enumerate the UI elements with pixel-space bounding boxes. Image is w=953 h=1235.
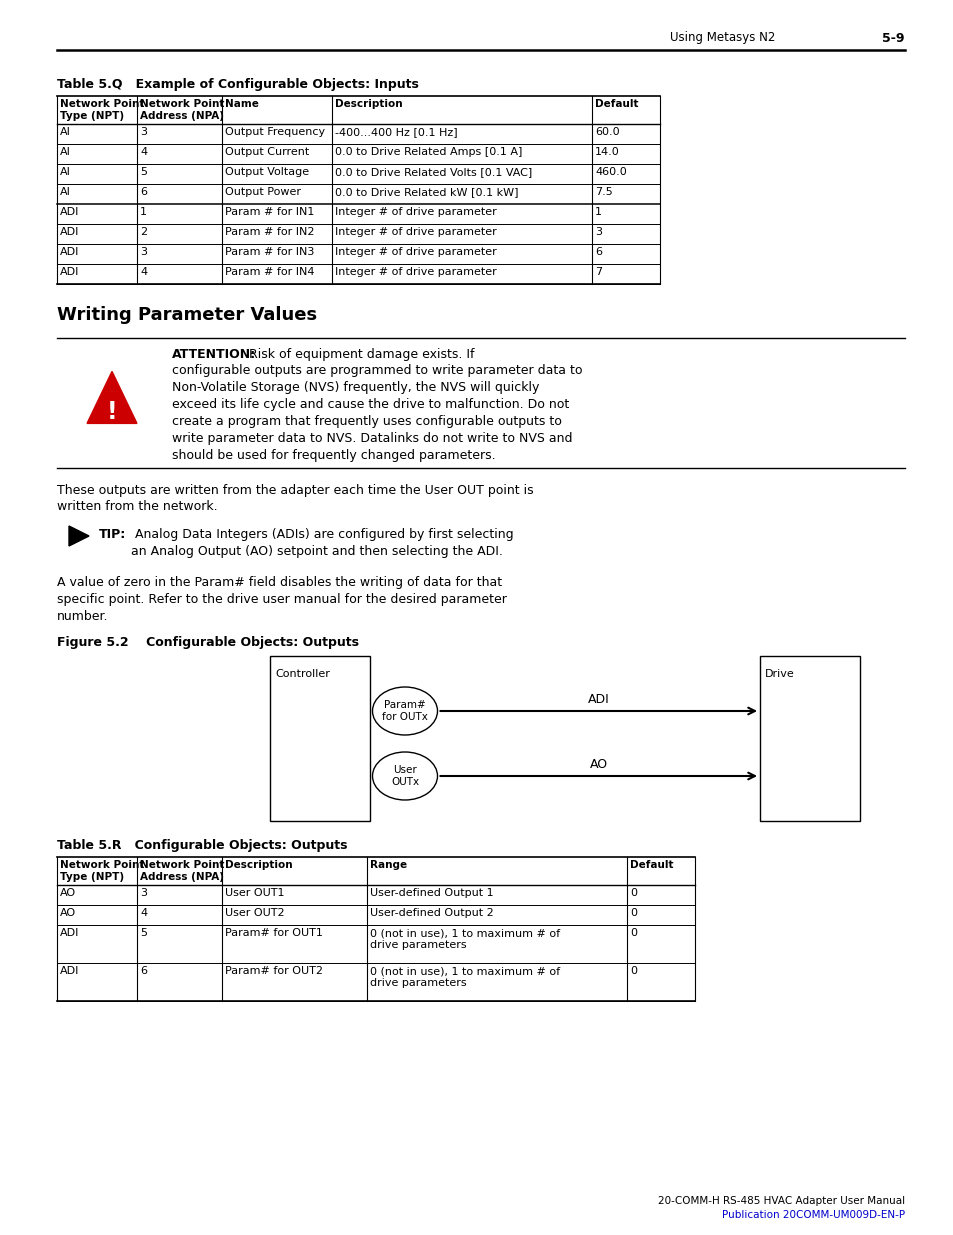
- Text: Name: Name: [225, 99, 258, 109]
- Text: Output Power: Output Power: [225, 186, 301, 198]
- Text: 0 (not in use), 1 to maximum # of
drive parameters: 0 (not in use), 1 to maximum # of drive …: [370, 927, 559, 950]
- Text: configurable outputs are programmed to write parameter data to
Non-Volatile Stor: configurable outputs are programmed to w…: [172, 364, 582, 462]
- Text: AO: AO: [60, 908, 76, 918]
- Ellipse shape: [372, 687, 437, 735]
- Text: User
OUTx: User OUTx: [391, 766, 418, 787]
- Text: ADI: ADI: [60, 227, 79, 237]
- Text: Writing Parameter Values: Writing Parameter Values: [57, 306, 316, 324]
- Text: 60.0: 60.0: [595, 127, 619, 137]
- Text: AO: AO: [589, 758, 607, 771]
- Text: User-defined Output 2: User-defined Output 2: [370, 908, 494, 918]
- Text: Analog Data Integers (ADIs) are configured by first selecting
an Analog Output (: Analog Data Integers (ADIs) are configur…: [131, 529, 513, 558]
- Text: 20-COMM-H RS-485 HVAC Adapter User Manual: 20-COMM-H RS-485 HVAC Adapter User Manua…: [658, 1195, 904, 1207]
- Text: 3: 3: [140, 247, 147, 257]
- Text: Network Point
Address (NPA): Network Point Address (NPA): [140, 99, 224, 121]
- Text: Param # for IN2: Param # for IN2: [225, 227, 314, 237]
- Text: Integer # of drive parameter: Integer # of drive parameter: [335, 227, 497, 237]
- Text: ADI: ADI: [60, 207, 79, 217]
- Text: 4: 4: [140, 147, 147, 157]
- Text: ADI: ADI: [60, 927, 79, 939]
- Bar: [760, 656, 859, 821]
- Text: ADI: ADI: [60, 966, 79, 976]
- Polygon shape: [87, 372, 137, 424]
- Text: 3: 3: [140, 888, 147, 898]
- Text: Integer # of drive parameter: Integer # of drive parameter: [335, 207, 497, 217]
- Text: 6: 6: [140, 186, 147, 198]
- Text: 1: 1: [140, 207, 147, 217]
- Text: 2: 2: [140, 227, 147, 237]
- Text: Output Current: Output Current: [225, 147, 309, 157]
- Text: AI: AI: [60, 167, 71, 177]
- Text: 0: 0: [629, 908, 637, 918]
- Text: 1: 1: [595, 207, 601, 217]
- Text: User OUT1: User OUT1: [225, 888, 284, 898]
- Text: Network Point
Type (NPT): Network Point Type (NPT): [60, 860, 144, 882]
- Text: 14.0: 14.0: [595, 147, 619, 157]
- Text: A value of zero in the Param# field disables the writing of data for that
specif: A value of zero in the Param# field disa…: [57, 576, 506, 622]
- Text: 460.0: 460.0: [595, 167, 626, 177]
- Text: !: !: [107, 400, 117, 424]
- Text: AI: AI: [60, 186, 71, 198]
- Text: 6: 6: [140, 966, 147, 976]
- Bar: [270, 656, 370, 821]
- Text: Integer # of drive parameter: Integer # of drive parameter: [335, 247, 497, 257]
- Text: 0.0 to Drive Related Amps [0.1 A]: 0.0 to Drive Related Amps [0.1 A]: [335, 147, 522, 157]
- Text: 5: 5: [140, 927, 147, 939]
- Text: Param # for IN1: Param # for IN1: [225, 207, 314, 217]
- Text: 0: 0: [629, 966, 637, 976]
- Text: Table 5.Q   Example of Configurable Objects: Inputs: Table 5.Q Example of Configurable Object…: [57, 78, 418, 91]
- Text: Range: Range: [370, 860, 407, 869]
- Text: 0: 0: [629, 888, 637, 898]
- Text: Param# for OUT2: Param# for OUT2: [225, 966, 323, 976]
- Text: ADI: ADI: [60, 247, 79, 257]
- Text: AI: AI: [60, 127, 71, 137]
- Text: Param#
for OUTx: Param# for OUTx: [381, 700, 428, 721]
- Text: Output Frequency: Output Frequency: [225, 127, 325, 137]
- Text: written from the network.: written from the network.: [57, 500, 217, 513]
- Text: AO: AO: [60, 888, 76, 898]
- Polygon shape: [69, 526, 89, 546]
- Text: Default: Default: [595, 99, 638, 109]
- Text: Table 5.R   Configurable Objects: Outputs: Table 5.R Configurable Objects: Outputs: [57, 839, 347, 852]
- Text: Risk of equipment damage exists. If: Risk of equipment damage exists. If: [245, 348, 474, 361]
- Text: Network Point
Address (NPA): Network Point Address (NPA): [140, 860, 224, 882]
- Text: Integer # of drive parameter: Integer # of drive parameter: [335, 267, 497, 277]
- Text: 7: 7: [595, 267, 601, 277]
- Ellipse shape: [372, 752, 437, 800]
- Text: TIP:: TIP:: [99, 529, 126, 541]
- Text: 3: 3: [140, 127, 147, 137]
- Text: Param # for IN3: Param # for IN3: [225, 247, 314, 257]
- Text: AI: AI: [60, 147, 71, 157]
- Text: ADI: ADI: [587, 693, 609, 706]
- Text: 5-9: 5-9: [882, 32, 903, 44]
- Text: These outputs are written from the adapter each time the User OUT point is: These outputs are written from the adapt…: [57, 484, 533, 496]
- Text: Default: Default: [629, 860, 673, 869]
- Text: 0: 0: [629, 927, 637, 939]
- Text: Output Voltage: Output Voltage: [225, 167, 309, 177]
- Text: Description: Description: [335, 99, 402, 109]
- Text: 0 (not in use), 1 to maximum # of
drive parameters: 0 (not in use), 1 to maximum # of drive …: [370, 966, 559, 988]
- Text: 4: 4: [140, 908, 147, 918]
- Text: Drive: Drive: [764, 669, 794, 679]
- Text: 0.0 to Drive Related kW [0.1 kW]: 0.0 to Drive Related kW [0.1 kW]: [335, 186, 518, 198]
- Text: 4: 4: [140, 267, 147, 277]
- Text: 5: 5: [140, 167, 147, 177]
- Text: Network Point
Type (NPT): Network Point Type (NPT): [60, 99, 144, 121]
- Text: Figure 5.2    Configurable Objects: Outputs: Figure 5.2 Configurable Objects: Outputs: [57, 636, 358, 650]
- Text: Description: Description: [225, 860, 293, 869]
- Text: User OUT2: User OUT2: [225, 908, 284, 918]
- Text: ATTENTION:: ATTENTION:: [172, 348, 255, 361]
- Text: Using Metasys N2: Using Metasys N2: [669, 32, 775, 44]
- Text: ADI: ADI: [60, 267, 79, 277]
- Text: Param# for OUT1: Param# for OUT1: [225, 927, 322, 939]
- Text: 0.0 to Drive Related Volts [0.1 VAC]: 0.0 to Drive Related Volts [0.1 VAC]: [335, 167, 532, 177]
- Text: -400...400 Hz [0.1 Hz]: -400...400 Hz [0.1 Hz]: [335, 127, 457, 137]
- Text: 3: 3: [595, 227, 601, 237]
- Text: User-defined Output 1: User-defined Output 1: [370, 888, 493, 898]
- Text: Publication 20COMM-UM009D-EN-P: Publication 20COMM-UM009D-EN-P: [721, 1210, 904, 1220]
- Text: Param # for IN4: Param # for IN4: [225, 267, 314, 277]
- Text: 6: 6: [595, 247, 601, 257]
- Text: 7.5: 7.5: [595, 186, 612, 198]
- Text: Controller: Controller: [274, 669, 330, 679]
